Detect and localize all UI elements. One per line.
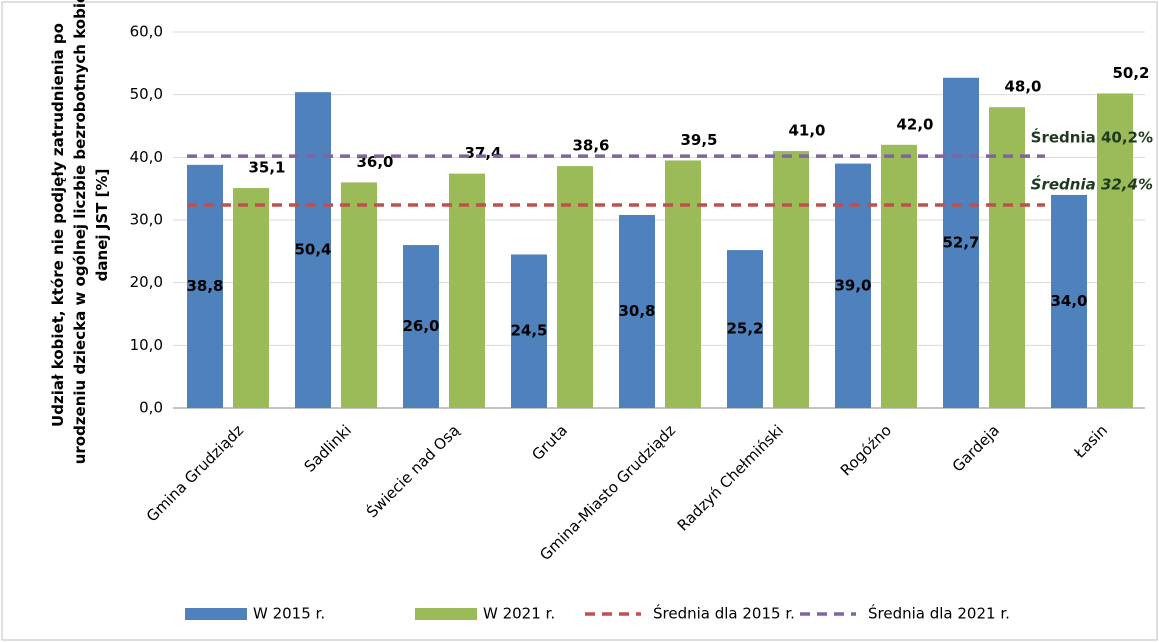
legend-label: W 2021 r. [483,605,555,623]
bar [619,214,655,408]
y-tick-label: 0,0 [139,399,163,417]
data-label: 38,8 [186,277,223,295]
data-label: 38,6 [572,137,609,155]
legend-swatch [185,608,247,620]
bar [341,182,377,408]
bar [295,92,331,408]
data-label: 35,1 [248,159,285,177]
bar [881,144,917,409]
bar [989,107,1025,408]
bar [773,151,809,409]
bar [557,166,593,408]
legend-label: W 2015 r. [253,605,325,623]
data-label: 50,4 [294,241,331,259]
y-tick-label: 60,0 [130,23,163,41]
data-label: 30,8 [618,302,655,320]
data-label: 24,5 [510,322,547,340]
y-tick-label: 40,0 [130,148,163,166]
data-label: 50,2 [1112,64,1149,82]
data-label: 52,7 [942,233,979,251]
data-label: 34,0 [1050,292,1087,310]
y-axis-title-line: danej JST [%] [93,169,111,282]
average-annotation: Średnia 32,4% [1031,174,1153,193]
data-label: 37,4 [464,144,501,162]
bar [943,77,979,408]
y-tick-label: 20,0 [130,273,163,291]
bar [233,188,269,408]
data-label: 25,2 [726,320,763,338]
bar [1051,194,1087,408]
legend-label: Średnia dla 2021 r. [868,604,1010,623]
data-label: 39,5 [680,131,717,149]
data-label: 48,0 [1004,78,1041,96]
legend-label: Średnia dla 2015 r. [653,604,795,623]
data-label: 26,0 [402,317,439,335]
y-axis-title-line: urodzeniu dziecka w ogólnej liczbie bezr… [71,0,89,464]
y-axis-title: Udział kobiet, które nie podjęły zatrudn… [49,0,111,464]
data-label: 42,0 [896,115,933,133]
average-annotation: Średnia 40,2% [1031,128,1153,147]
data-label: 41,0 [788,122,825,140]
y-tick-label: 10,0 [130,336,163,354]
data-label: 39,0 [834,276,871,294]
bar [449,173,485,408]
bar [511,254,547,408]
legend-swatch [415,608,477,620]
y-tick-label: 50,0 [130,85,163,103]
bar [727,250,763,408]
bar [403,245,439,408]
bar [665,160,701,408]
bar [1097,93,1133,408]
y-axis-title-line: Udział kobiet, które nie podjęły zatrudn… [49,23,67,427]
y-tick-label: 30,0 [130,211,163,229]
